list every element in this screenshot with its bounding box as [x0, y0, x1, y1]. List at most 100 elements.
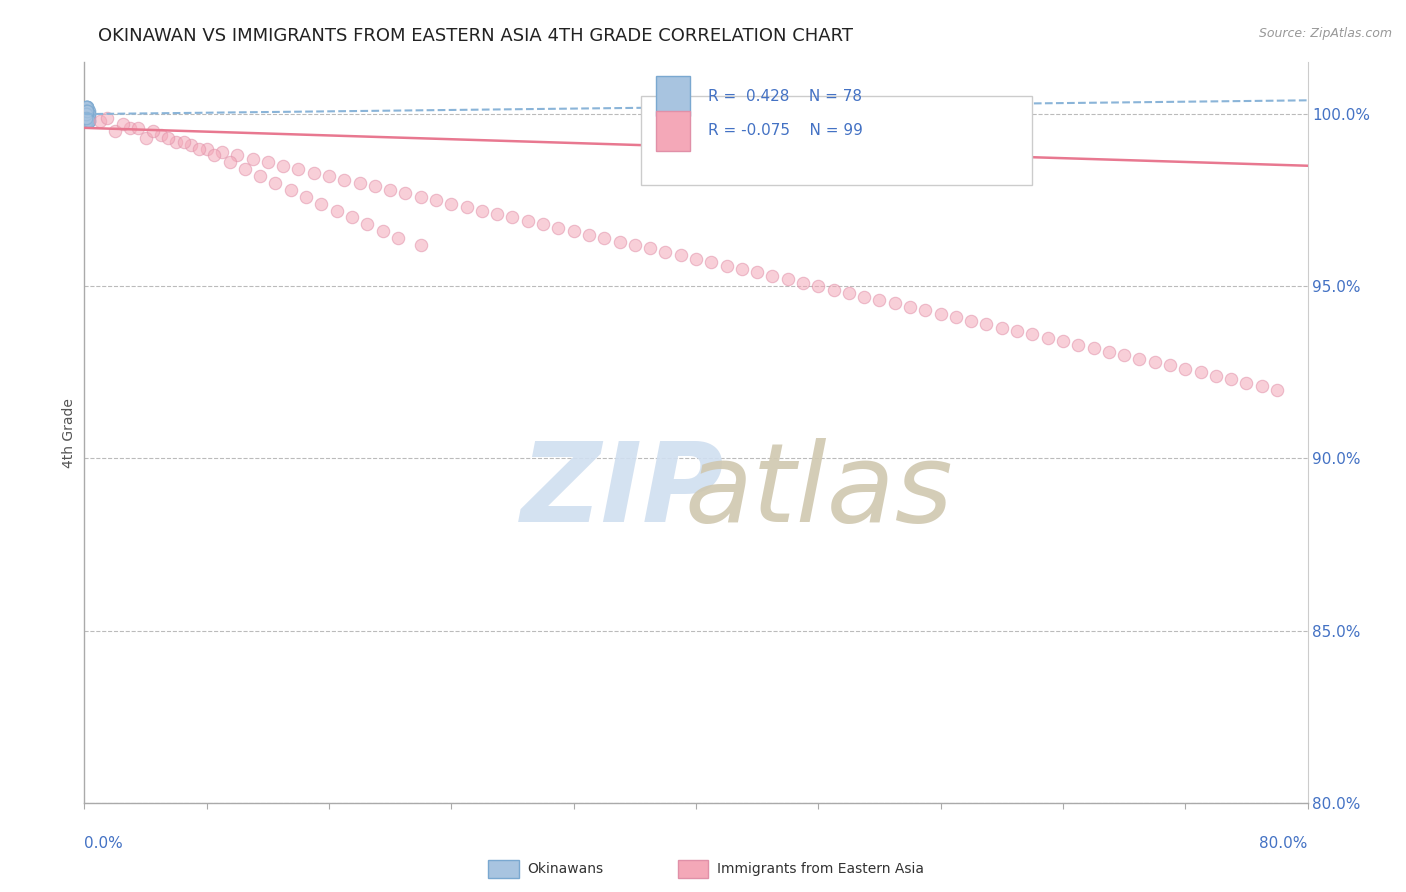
Point: [75, 111, 97, 125]
Point: [1052, 334, 1074, 349]
Point: [1205, 368, 1227, 383]
Point: [249, 169, 271, 183]
Point: [76, 114, 98, 128]
Point: [486, 207, 509, 221]
Point: [318, 169, 340, 183]
Point: [75, 111, 97, 125]
Point: [1021, 327, 1043, 342]
Point: [76, 103, 98, 118]
Point: [914, 303, 936, 318]
Point: [180, 138, 202, 153]
Point: [76, 111, 98, 125]
Point: [731, 262, 754, 277]
Point: [76, 114, 98, 128]
Point: [218, 155, 240, 169]
Point: [516, 214, 538, 228]
Y-axis label: 4th Grade: 4th Grade: [62, 398, 76, 467]
Point: [271, 159, 294, 173]
Text: 0.0%: 0.0%: [84, 836, 124, 851]
Point: [75, 107, 97, 121]
Point: [75, 107, 97, 121]
Point: [76, 111, 98, 125]
Point: [76, 100, 98, 114]
Point: [75, 107, 97, 121]
Point: [76, 107, 98, 121]
Point: [976, 317, 998, 331]
Point: [287, 162, 309, 177]
Point: [75, 107, 97, 121]
Point: [1098, 344, 1121, 359]
Point: [75, 103, 97, 118]
Text: Okinawans: Okinawans: [527, 862, 603, 876]
Point: [624, 238, 647, 252]
Text: R =  0.428    N = 78: R = 0.428 N = 78: [709, 88, 862, 103]
Point: [898, 300, 921, 314]
Point: [807, 279, 830, 293]
Point: [76, 114, 98, 128]
Point: [311, 196, 333, 211]
Point: [440, 196, 463, 211]
Point: [195, 142, 218, 156]
Point: [869, 293, 891, 307]
Point: [333, 172, 356, 186]
Point: [75, 107, 97, 121]
FancyBboxPatch shape: [488, 860, 519, 879]
Text: R = -0.075    N = 99: R = -0.075 N = 99: [709, 123, 863, 138]
Point: [165, 135, 187, 149]
Point: [75, 100, 97, 114]
Point: [76, 103, 98, 118]
Point: [562, 224, 585, 238]
Point: [173, 135, 195, 149]
Point: [77, 103, 100, 118]
Point: [264, 176, 287, 190]
FancyBboxPatch shape: [655, 76, 690, 117]
Point: [75, 107, 97, 121]
Point: [77, 107, 100, 121]
Point: [1236, 376, 1258, 390]
Point: [76, 100, 98, 114]
Point: [233, 162, 256, 177]
Point: [1189, 365, 1212, 379]
Point: [75, 103, 97, 118]
Point: [609, 235, 631, 249]
Point: [76, 100, 98, 114]
Point: [77, 111, 100, 125]
Point: [1220, 372, 1243, 386]
Point: [1174, 362, 1197, 376]
Point: [75, 100, 97, 114]
Point: [75, 114, 97, 128]
Point: [76, 107, 98, 121]
Point: [669, 248, 692, 262]
Point: [960, 314, 983, 328]
Text: Immigrants from Eastern Asia: Immigrants from Eastern Asia: [717, 862, 924, 876]
Point: [654, 244, 676, 259]
Point: [76, 103, 98, 118]
Point: [1083, 341, 1105, 355]
Point: [409, 238, 432, 252]
Point: [76, 103, 98, 118]
Point: [77, 107, 100, 121]
Point: [75, 111, 97, 125]
Point: [77, 107, 100, 121]
Point: [1067, 338, 1090, 352]
Point: [593, 231, 616, 245]
Point: [75, 107, 97, 121]
Point: [76, 114, 98, 128]
FancyBboxPatch shape: [641, 95, 1032, 185]
Point: [75, 107, 97, 121]
Point: [77, 107, 100, 121]
Point: [104, 124, 127, 138]
Point: [75, 103, 97, 118]
Point: [1128, 351, 1150, 366]
Point: [75, 107, 97, 121]
Point: [76, 114, 98, 128]
Point: [76, 107, 98, 121]
Point: [371, 224, 394, 238]
Point: [502, 211, 524, 225]
Point: [111, 117, 134, 131]
Point: [76, 107, 98, 121]
Point: [135, 131, 157, 145]
Point: [1265, 383, 1288, 397]
Point: [75, 107, 97, 121]
Point: [1159, 359, 1181, 373]
